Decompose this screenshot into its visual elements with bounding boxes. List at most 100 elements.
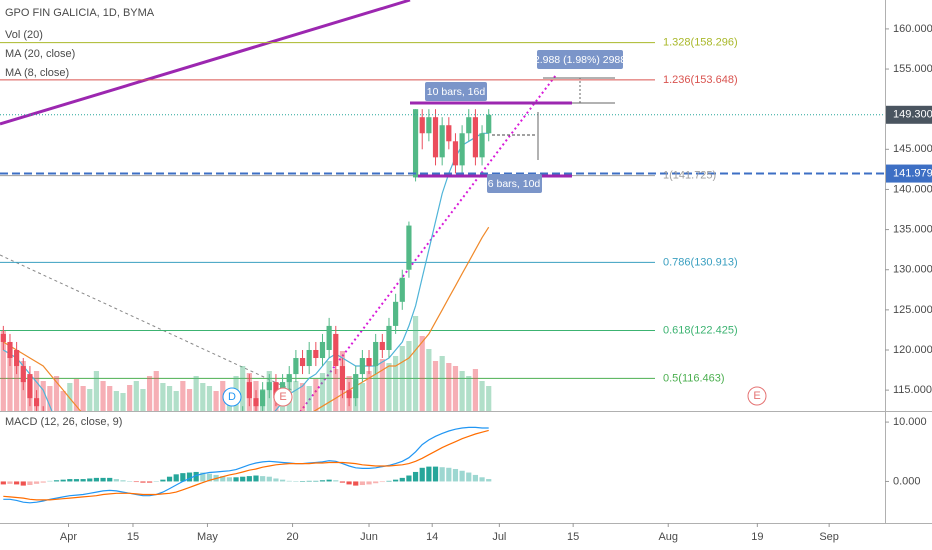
histogram-bar <box>226 477 232 482</box>
volume-bar <box>193 376 199 411</box>
candle-body <box>293 358 299 375</box>
histogram-bar <box>419 467 425 482</box>
histogram-bar <box>186 472 193 482</box>
candle-body <box>393 301 399 326</box>
trend-line-dotted <box>299 74 557 411</box>
volume-bar <box>53 376 60 411</box>
histogram-bar <box>206 473 213 482</box>
candle-body <box>472 117 479 158</box>
histogram-bar <box>67 479 73 482</box>
histogram-bar <box>133 481 139 483</box>
volume-bar <box>113 391 119 411</box>
candle-body <box>412 109 419 178</box>
volume-bar <box>306 386 312 411</box>
histogram-bar <box>220 476 226 482</box>
volume-bar <box>180 381 186 411</box>
volume-bar <box>393 356 399 411</box>
volume-bar <box>153 371 159 411</box>
price-box-label: 149.300 <box>893 109 932 121</box>
y-tick-label: 145.000 <box>893 143 932 155</box>
volume-bar <box>439 356 445 411</box>
histogram-bar <box>253 475 259 482</box>
candle-body <box>266 382 272 391</box>
macd-pane <box>0 426 492 504</box>
volume-bar <box>452 366 459 411</box>
y-tick-label: 10.000 <box>893 416 927 428</box>
fib-label: 1.236(153.648) <box>663 74 738 86</box>
volume-bar <box>412 316 419 411</box>
histogram-bar <box>127 481 133 482</box>
volume-bar <box>326 361 332 411</box>
candle-body <box>386 325 392 350</box>
volume-bar <box>486 386 492 411</box>
histogram-bar <box>319 480 326 482</box>
histogram-bar <box>293 481 299 482</box>
candle-body <box>353 374 359 399</box>
volume-bar <box>60 391 66 411</box>
histogram-bar <box>166 476 173 482</box>
volume-bar <box>0 331 6 411</box>
histogram-bar <box>459 470 465 482</box>
candle-body <box>466 117 472 134</box>
moving-average <box>2 226 490 411</box>
annotation: 2.988 (1.98%) 2988 <box>534 54 626 66</box>
fib-label: 1.328(158.296) <box>663 36 738 48</box>
candle-body <box>399 277 405 302</box>
volume-bar <box>479 381 485 411</box>
volume-bar <box>73 379 80 411</box>
histogram-bar <box>53 480 60 482</box>
macd-title: MACD (12, 26, close, 9) <box>5 416 122 428</box>
histogram-bar <box>140 481 146 483</box>
volume-bar <box>133 381 139 411</box>
candle-body <box>319 341 326 359</box>
candle-body <box>20 366 26 383</box>
event-marker[interactable] <box>747 386 767 406</box>
volume-bar <box>379 359 385 411</box>
x-tick-label: Jul <box>492 531 506 543</box>
annotation-box <box>425 82 487 101</box>
histogram-bar <box>412 471 419 482</box>
volume-bar <box>419 336 425 411</box>
histogram-bar <box>333 480 339 482</box>
x-tick-label: 19 <box>751 531 763 543</box>
event-marker[interactable] <box>222 387 242 407</box>
candle-body <box>273 382 279 399</box>
histogram-bar <box>73 479 80 482</box>
y-tick-label: 140.000 <box>893 183 932 195</box>
fib-label: 0.786(130.913) <box>663 256 738 268</box>
histogram-bar <box>180 473 186 482</box>
candle-body <box>333 333 339 367</box>
x-tick-label: Sep <box>819 531 839 543</box>
histogram-bar <box>0 481 6 485</box>
histogram-bar <box>266 476 272 482</box>
histogram-bar <box>313 480 319 482</box>
histogram-bar <box>20 481 26 486</box>
histogram-bar <box>193 471 199 482</box>
candle-body <box>432 117 439 158</box>
volume-bar <box>386 363 392 411</box>
candle-body <box>27 374 33 399</box>
histogram-bar <box>326 479 332 482</box>
legend-entry: MA (20, close) <box>5 48 75 60</box>
histogram-bar <box>439 467 445 482</box>
price-box <box>886 105 932 124</box>
x-tick-label: Jun <box>360 531 378 543</box>
histogram-bar <box>153 481 159 482</box>
volume-bar <box>206 386 213 411</box>
volume-bar <box>200 383 206 411</box>
candle-body <box>452 141 459 166</box>
candle-body <box>479 133 485 158</box>
x-tick-label: 15 <box>127 531 139 543</box>
annotation: 10 bars, 16d <box>427 86 486 98</box>
volume-bar <box>319 373 326 411</box>
histogram-bar <box>393 479 399 482</box>
histogram-bar <box>107 477 113 482</box>
volume-bar <box>399 346 405 411</box>
candle-body <box>299 358 306 367</box>
histogram-bar <box>366 481 372 485</box>
volume-bar <box>359 383 365 411</box>
volume-bar <box>40 381 46 411</box>
event-marker[interactable] <box>273 387 293 407</box>
volume-bar <box>140 389 146 411</box>
y-tick-label: 115.000 <box>893 384 932 396</box>
